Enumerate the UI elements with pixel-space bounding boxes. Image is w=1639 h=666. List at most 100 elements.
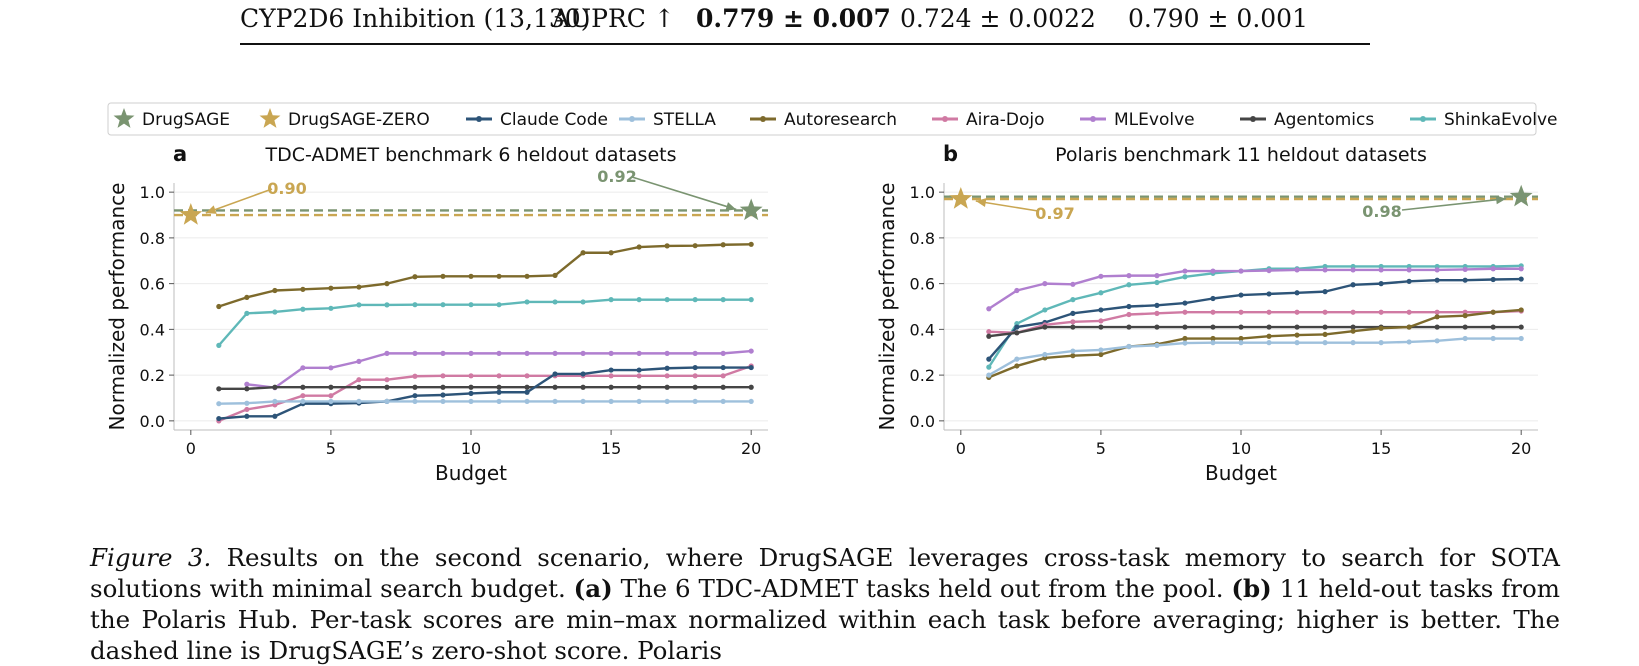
data-point (986, 372, 992, 378)
drugsage-zero-star-marker (949, 187, 973, 209)
legend-label: ShinkaEvolve (1444, 110, 1557, 130)
series-line (988, 337, 1522, 377)
annotation-arrow (631, 176, 737, 211)
data-point (1126, 282, 1132, 288)
data-point (1098, 324, 1104, 330)
data-point (524, 389, 530, 395)
data-point (1126, 303, 1132, 310)
legend: DrugSAGE DrugSAGE-ZERO Claude Code STELLA Au… (107, 102, 1557, 136)
x-tick-label: 10 (461, 439, 481, 458)
data-point (552, 272, 558, 278)
data-point (636, 367, 642, 373)
data-point (1210, 324, 1216, 330)
legend-item: DrugSAGE (113, 108, 230, 130)
data-point (384, 384, 390, 390)
legend-item: ShinkaEvolve (1410, 110, 1557, 130)
data-point (986, 306, 992, 312)
legend-label: Claude Code (500, 110, 608, 130)
data-point (1518, 335, 1524, 342)
data-point (1098, 347, 1104, 353)
drugsage-star-marker (1509, 184, 1533, 207)
legend-label: DrugSAGE-ZERO (288, 110, 430, 130)
data-point (1462, 277, 1468, 283)
legend-marker (629, 116, 635, 122)
series-line (218, 243, 752, 308)
annotation-label: 0.98 (1362, 202, 1401, 221)
data-point (1490, 324, 1496, 330)
data-point (720, 242, 726, 248)
data-point (272, 384, 278, 390)
data-point (748, 384, 754, 390)
data-point (1294, 324, 1300, 330)
caption-b-label: (b) (1231, 574, 1272, 603)
data-point (524, 350, 530, 356)
data-point (608, 250, 614, 256)
y-tick-label: 0.2 (140, 366, 165, 385)
x-axis-label: Budget (1205, 461, 1277, 485)
data-point (1238, 268, 1244, 274)
legend-label: MLEvolve (1114, 110, 1195, 130)
series-aira-dojo (216, 363, 754, 424)
data-point (1378, 340, 1384, 346)
x-tick-label: 0 (956, 439, 966, 458)
y-tick-label: 0.2 (910, 366, 935, 385)
data-point (1182, 340, 1188, 346)
data-point (1434, 314, 1440, 320)
data-point (1378, 267, 1384, 273)
annotation-arrow (1401, 197, 1507, 211)
data-point (244, 406, 250, 413)
data-point (272, 309, 278, 315)
x-tick-label: 20 (1511, 439, 1531, 458)
legend-label: Autoresearch (784, 110, 897, 130)
data-point (1098, 273, 1104, 279)
y-axis-label: Normalized performance (105, 183, 129, 431)
data-point (216, 415, 222, 422)
table-best-value: 0.779 ± 0.007 (696, 4, 891, 33)
data-point (244, 294, 250, 300)
data-point (1210, 309, 1216, 315)
data-point (1182, 309, 1188, 315)
data-point (580, 350, 586, 356)
series-line (218, 366, 752, 420)
legend-marker (476, 116, 482, 122)
series-agentomics (216, 384, 754, 392)
data-point (1350, 282, 1356, 288)
data-point (1182, 300, 1188, 306)
data-point (1518, 266, 1524, 272)
data-point (748, 297, 754, 303)
data-point (552, 350, 558, 356)
data-point (216, 401, 222, 407)
data-point (524, 373, 530, 379)
annotation-arrow (975, 200, 1039, 212)
y-axis-label: Normalized performance (875, 183, 899, 431)
y-tick-label: 1.0 (910, 183, 935, 202)
data-point (412, 373, 418, 379)
data-point (1238, 335, 1244, 342)
data-point (1350, 340, 1356, 346)
data-point (608, 297, 614, 303)
annotation-arrowhead (205, 205, 217, 214)
series-autoresearch (216, 241, 754, 310)
legend-item: Aira-Dojo (932, 110, 1045, 130)
data-point (580, 299, 586, 305)
data-point (1434, 267, 1440, 273)
drugsage-star-marker (739, 198, 763, 221)
data-point (1294, 332, 1300, 338)
legend-marker (1420, 116, 1426, 122)
data-point (1126, 311, 1132, 318)
data-point (720, 384, 726, 390)
caption-a-label: (a) (573, 574, 613, 603)
data-point (1294, 290, 1300, 296)
annotation-label: 0.92 (597, 167, 636, 186)
data-point (1462, 313, 1468, 319)
series-line (218, 364, 752, 422)
data-point (1210, 295, 1216, 302)
data-point (1070, 297, 1076, 303)
legend-item: Autoresearch (750, 110, 897, 130)
series-agentomics (986, 324, 1524, 339)
figure-3: DrugSAGE DrugSAGE-ZERO Claude Code STELLA Au… (105, 102, 1557, 485)
series-stella (986, 335, 1524, 378)
data-point (384, 398, 390, 405)
legend-frame (107, 102, 1537, 136)
x-tick-label: 0 (186, 439, 196, 458)
